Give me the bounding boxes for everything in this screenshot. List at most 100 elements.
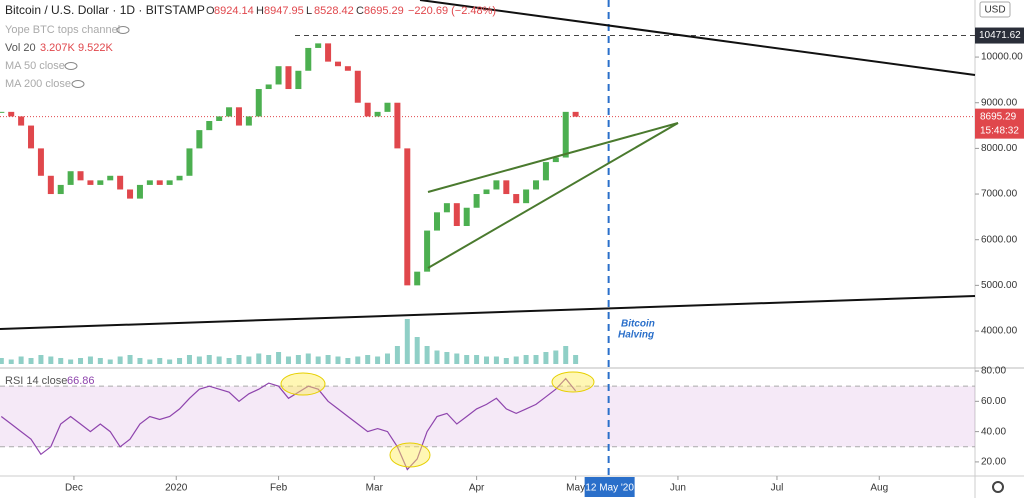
ohlc: O 8924.14 H 8947.95 L 8528.42 C 8695.29 (206, 5, 404, 17)
volume-bar (236, 355, 242, 364)
volume-value: 3.207K (40, 42, 76, 54)
candle (47, 175, 54, 195)
candle (255, 89, 262, 117)
candle (325, 43, 332, 62)
volume-bar (246, 356, 252, 364)
candle (176, 175, 183, 181)
x-tick-label: Jul (771, 483, 784, 494)
volume-bar (365, 355, 371, 364)
volume-bar (513, 356, 519, 364)
candle (275, 66, 282, 85)
rsi-label: RSI 14 close (5, 375, 67, 387)
last-price-bg (975, 108, 1024, 139)
trend-line (0, 295, 976, 330)
candle (533, 180, 540, 190)
candle (424, 230, 431, 272)
ohlc-key: O (206, 5, 215, 17)
volume-bar (543, 352, 549, 364)
halving-label-bg (584, 477, 635, 497)
eye-icons[interactable] (64, 26, 130, 88)
volume-bar (424, 346, 430, 364)
rsi-tick-label: 20.00 (981, 457, 1006, 468)
volume-bar (97, 358, 103, 364)
candle (77, 171, 84, 181)
candle (97, 180, 104, 185)
trend-line (419, 0, 976, 76)
x-tick-label: Mar (366, 483, 384, 494)
plot-area (0, 0, 975, 476)
indicator: MA 200 close (5, 78, 71, 90)
candle (196, 130, 203, 149)
volume-bar (78, 358, 84, 364)
candle (364, 102, 371, 117)
settings-icon[interactable] (992, 481, 1004, 493)
volume-bar (206, 355, 212, 364)
rsi-tick-label: 80.00 (981, 366, 1006, 377)
candle (503, 180, 510, 195)
y-tick-label: 9000.00 (981, 97, 1018, 108)
candle (206, 120, 213, 131)
candle (37, 148, 44, 176)
volume-bar (137, 358, 143, 364)
change: −220.69 (−2.48%) (408, 5, 496, 17)
ohlc-value: 8924.14 (214, 5, 254, 17)
indicator: MA 50 close (5, 60, 65, 72)
highlight (551, 371, 595, 393)
y-tick-label: 4000.00 (981, 326, 1018, 337)
candle (186, 148, 193, 176)
x-tick-label: Feb (270, 483, 288, 494)
indicator: Yope BTC tops channel (5, 24, 120, 36)
candle (562, 111, 569, 158)
indicator: Vol 20 (5, 42, 36, 54)
volume-bar (0, 358, 4, 364)
candle (334, 61, 341, 67)
x-tick-label: Aug (870, 483, 888, 494)
candle (87, 180, 94, 185)
candle (265, 84, 272, 90)
wedge-line (427, 122, 679, 269)
candle (18, 116, 25, 126)
y-tick-label: 10000.00 (981, 52, 1023, 63)
volume-bar (394, 346, 400, 364)
rsi-value: 66.86 (67, 375, 95, 387)
candle (295, 70, 302, 90)
volume-bar (196, 356, 202, 364)
candle (146, 180, 153, 185)
annotation: Halving (618, 330, 654, 341)
symbol-title: Bitcoin / U.S. Dollar · 1D · BITSTAMP (5, 3, 205, 17)
volume-bar (384, 353, 390, 364)
candle (434, 212, 441, 231)
volume-bar (18, 356, 24, 364)
ohlc-key: L (306, 5, 312, 17)
x-tick-label: May (566, 483, 585, 494)
ohlc-value: 8947.95 (264, 5, 304, 17)
candle (344, 66, 351, 71)
candle (374, 111, 381, 117)
y-tick-label: 6000.00 (981, 234, 1018, 245)
last-price-label: 8695.29 (980, 111, 1017, 122)
volume-bar (87, 356, 93, 364)
candle (226, 107, 233, 117)
currency: USD (984, 5, 1005, 16)
candle (305, 47, 312, 71)
rsi-line (0, 377, 577, 471)
volume-bar (414, 337, 420, 364)
volume-bar (186, 355, 192, 364)
countdown: 15:48:32 (980, 125, 1019, 136)
candle (235, 107, 242, 126)
candle (136, 184, 143, 199)
volume-bar (157, 358, 163, 364)
volume-bar (266, 355, 272, 364)
volume-bar (58, 358, 64, 364)
volume-bar (325, 355, 331, 364)
candle (483, 189, 490, 195)
candle (156, 180, 163, 185)
volume-bar (107, 359, 113, 364)
candle (354, 70, 361, 103)
ohlc-key: H (256, 5, 264, 17)
candle (0, 111, 5, 113)
volume-bar (493, 356, 499, 364)
volume-bar (345, 358, 351, 364)
volume-bar (226, 358, 232, 364)
